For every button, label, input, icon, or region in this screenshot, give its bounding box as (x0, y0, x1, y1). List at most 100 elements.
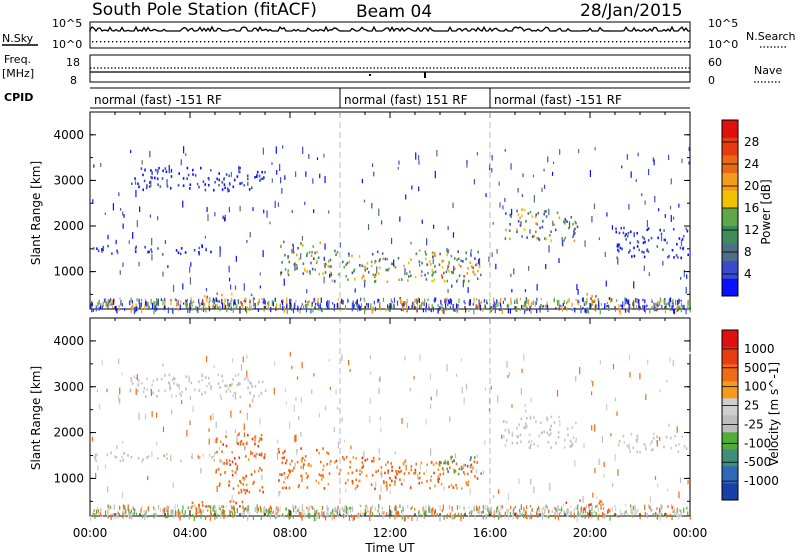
echo-speckle (484, 305, 487, 310)
echo-cell (680, 256, 682, 260)
echo-cell (400, 469, 402, 473)
echo-speckle (609, 508, 611, 513)
echo-cell (244, 377, 246, 381)
echo-speckle (226, 308, 228, 313)
echo-cell (475, 263, 477, 267)
echo-speckle (411, 302, 414, 308)
echo-cell (94, 455, 96, 459)
echo-cell (181, 390, 183, 394)
echo-speckle (171, 307, 174, 314)
echo-scatter (144, 413, 146, 420)
echo-speckle (219, 305, 221, 312)
freq-label: Freq. (4, 53, 31, 66)
echo-scatter (369, 355, 372, 360)
echo-speckle (413, 303, 415, 309)
echo-scatter (217, 373, 220, 377)
echo-speckle (106, 514, 109, 519)
echo-cell (433, 251, 436, 255)
echo-speckle (632, 300, 635, 306)
echo-cell (395, 476, 397, 480)
echo-speckle (510, 300, 512, 305)
echo-cell (323, 487, 326, 490)
echo-scatter (189, 420, 191, 426)
echo-scatter (590, 391, 593, 396)
echo-scatter (559, 423, 561, 427)
echo-cell (161, 253, 164, 256)
echo-speckle (143, 307, 146, 311)
echo-scatter (568, 221, 571, 229)
echo-scatter (490, 386, 492, 390)
echo-speckle (127, 511, 130, 517)
colorbar-swatch (722, 466, 738, 484)
echo-scatter (443, 486, 445, 492)
echo-cell (424, 250, 427, 254)
nsearch-dot (220, 41, 222, 43)
echo-speckle (428, 508, 430, 513)
nsearch-dot (120, 41, 122, 43)
echo-cell (201, 245, 204, 249)
echo-cell (172, 376, 175, 380)
echo-cell (521, 235, 523, 238)
echo-speckle (213, 299, 215, 304)
echo-cell (675, 254, 678, 257)
echo-scatter (122, 441, 124, 444)
echo-cell (678, 237, 681, 240)
echo-scatter (324, 406, 326, 411)
echo-cell (326, 451, 328, 454)
echo-speckle (167, 509, 169, 512)
echo-speckle (444, 304, 447, 309)
echo-cell (429, 262, 432, 266)
echo-speckle (640, 515, 642, 518)
echo-cell (517, 213, 520, 217)
echo-cell (442, 468, 445, 472)
echo-scatter (614, 454, 616, 461)
echo-cell (437, 480, 440, 483)
echo-cell (575, 421, 577, 425)
echo-cell (505, 212, 507, 215)
echo-speckle (150, 298, 152, 305)
colorbar-tick-label: 24 (744, 157, 759, 171)
echo-speckle (606, 510, 609, 515)
echo-speckle (242, 505, 244, 510)
echo-cell (349, 465, 351, 469)
echo-scatter (302, 464, 304, 470)
echo-cell (260, 468, 263, 472)
echo-speckle (351, 506, 354, 512)
echo-cell (259, 467, 261, 470)
echo-scatter (220, 396, 222, 400)
echo-speckle (153, 308, 155, 315)
echo-cell (538, 238, 541, 242)
echo-cell (374, 261, 376, 264)
echo-speckle (482, 509, 485, 514)
echo-speckle (230, 306, 232, 311)
echo-speckle (598, 300, 600, 306)
echo-cell (618, 439, 621, 443)
echo-scatter (669, 356, 671, 362)
echo-speckle (318, 514, 320, 519)
echo-speckle (203, 302, 205, 308)
echo-speckle (585, 308, 587, 314)
echo-scatter (617, 469, 619, 476)
echo-speckle (189, 513, 191, 519)
echo-scatter (511, 288, 513, 293)
echo-scatter (628, 354, 631, 361)
echo-speckle (263, 512, 265, 515)
echo-speckle (275, 303, 278, 309)
echo-speckle (217, 514, 219, 517)
echo-scatter (277, 202, 280, 207)
echo-cell (192, 168, 194, 172)
echo-cell (229, 390, 232, 393)
echo-cell (440, 461, 442, 464)
echo-speckle (210, 505, 212, 510)
echo-cell (306, 252, 308, 255)
nsearch-dot (208, 41, 210, 43)
echo-cell (263, 176, 265, 179)
nsearch-dot (176, 41, 178, 43)
echo-cell (218, 484, 221, 487)
echo-scatter (230, 410, 232, 418)
echo-cell (480, 273, 482, 277)
nsky-tick-low: 10^0 (52, 38, 82, 51)
echo-cell (166, 457, 168, 460)
echo-cell (249, 381, 251, 385)
echo-speckle (358, 303, 360, 309)
